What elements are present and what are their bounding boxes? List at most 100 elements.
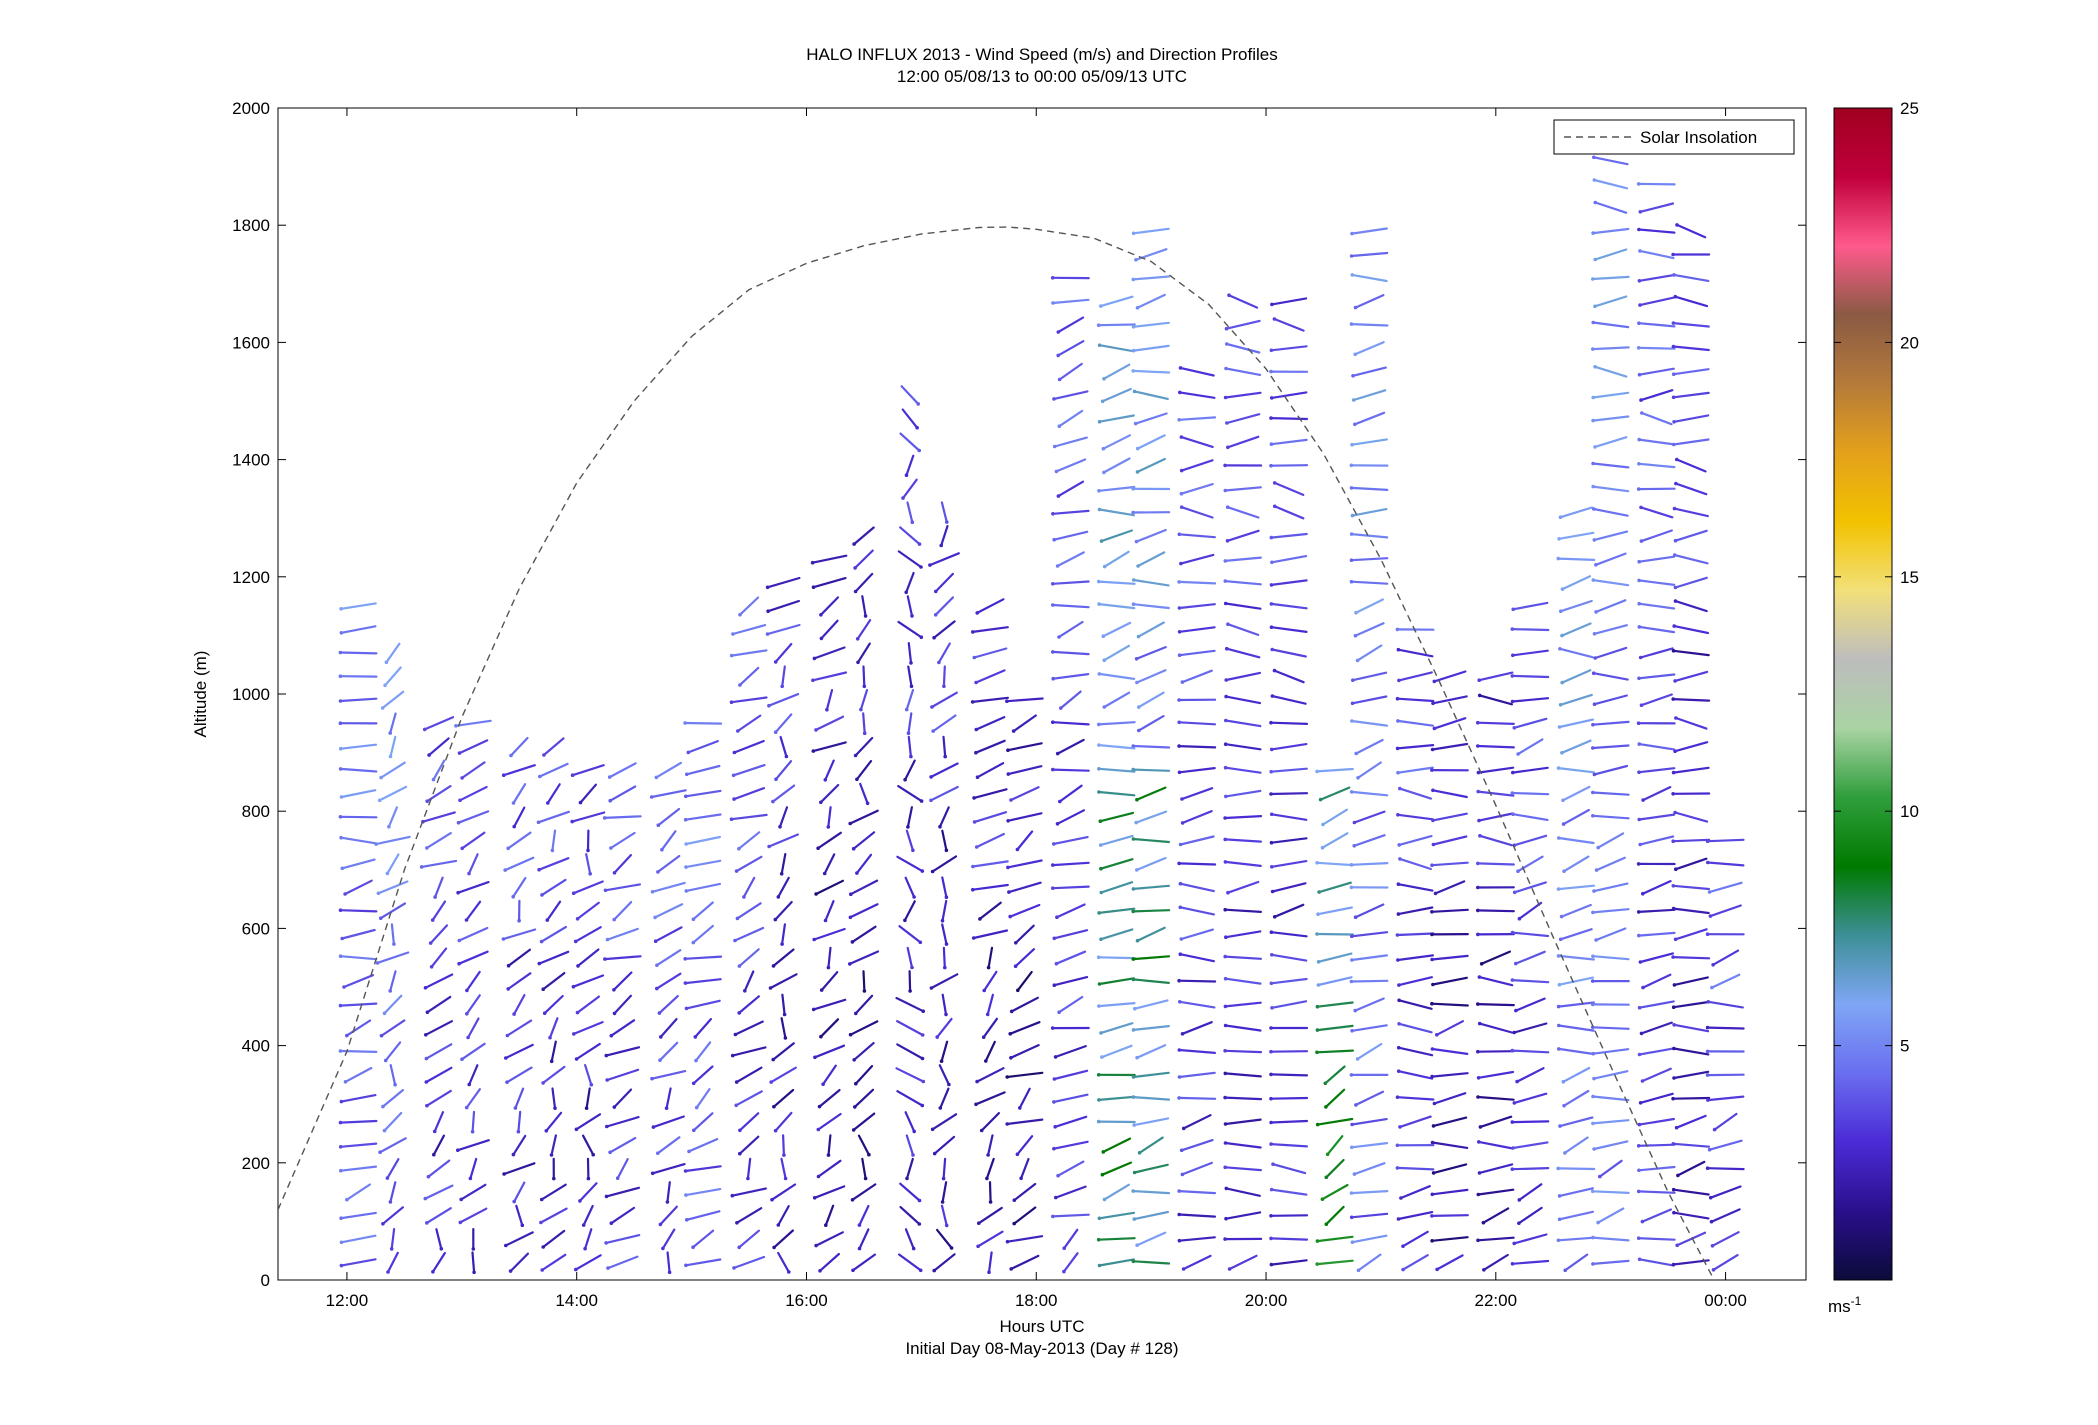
- wind-vector: [1132, 1071, 1170, 1079]
- wind-vector-head: [1557, 1217, 1562, 1222]
- wind-vector: [1430, 861, 1469, 867]
- wind-vector-head: [1397, 998, 1401, 1003]
- wind-vector-head: [776, 895, 781, 899]
- wind-vector-head: [1637, 625, 1642, 629]
- wind-vector-head: [1269, 416, 1273, 420]
- wind-vector: [1223, 1096, 1263, 1101]
- wind-vector: [431, 900, 447, 922]
- wind-vector: [971, 883, 1009, 891]
- wind-vector-head: [1672, 506, 1677, 511]
- wind-vector-head: [1270, 1006, 1274, 1010]
- wind-vector: [904, 1228, 915, 1250]
- wind-vector: [512, 783, 527, 805]
- wind-vector: [985, 1157, 995, 1180]
- wind-vector-head: [822, 871, 827, 876]
- wind-vector: [1224, 743, 1262, 751]
- wind-vector: [976, 598, 1005, 615]
- wind-vector-head: [855, 777, 859, 782]
- wind-vector: [1051, 298, 1090, 305]
- wind-vector: [1641, 879, 1672, 895]
- wind-vector-head: [1396, 958, 1400, 962]
- wind-vector-head: [1640, 411, 1644, 415]
- wind-vector-head: [608, 798, 612, 803]
- wind-vector-head: [1556, 556, 1561, 561]
- wind-vector-head: [1102, 376, 1106, 381]
- wind-vector: [1671, 955, 1711, 960]
- wind-vector: [383, 1111, 403, 1132]
- wind-vector: [1511, 1049, 1550, 1054]
- y-tick-label: 1400: [232, 451, 270, 470]
- wind-vector-head: [581, 1223, 586, 1227]
- wind-vector: [1514, 950, 1546, 965]
- wind-vector: [1350, 227, 1388, 235]
- wind-vector: [687, 1137, 719, 1153]
- wind-vector-head: [338, 815, 343, 819]
- wind-vector-head: [863, 614, 868, 618]
- wind-vector: [1637, 346, 1676, 350]
- wind-vector: [465, 994, 481, 1015]
- wind-vector-head: [1052, 1146, 1056, 1151]
- wind-vector: [458, 950, 489, 965]
- wind-vector-head: [693, 1035, 698, 1039]
- wind-vector: [1098, 1211, 1136, 1220]
- wind-vector: [1478, 1022, 1514, 1034]
- wind-profile: [1096, 295, 1136, 1268]
- wind-vector-head: [691, 1081, 696, 1086]
- wind-vector: [541, 1065, 566, 1085]
- wind-vector-head: [940, 918, 945, 923]
- wind-vector: [1136, 926, 1166, 942]
- wind-vector-head: [901, 496, 905, 500]
- wind-vector: [738, 1229, 761, 1249]
- wind-vector-head: [1706, 1000, 1711, 1004]
- wind-vector: [1672, 766, 1710, 774]
- wind-vector: [1057, 620, 1084, 639]
- wind-vector-head: [539, 1220, 543, 1225]
- wind-vector: [1431, 812, 1468, 822]
- wind-vector-head: [1517, 1198, 1522, 1202]
- wind-vector-head: [1349, 254, 1354, 258]
- wind-vector: [428, 737, 450, 757]
- wind-vector-head: [911, 848, 915, 853]
- wind-vector-head: [1051, 301, 1055, 305]
- wind-vector-head: [1476, 1238, 1480, 1243]
- wind-vector: [1592, 1070, 1629, 1080]
- wind-vector-head: [1355, 1057, 1360, 1061]
- wind-vector-head: [425, 846, 429, 850]
- wind-vector: [468, 1064, 479, 1086]
- wind-vector: [1353, 810, 1386, 824]
- wind-vector: [1674, 529, 1708, 542]
- wind-vector-head: [1476, 908, 1480, 913]
- wind-vector: [940, 1040, 949, 1063]
- wind-vector-head: [1636, 487, 1641, 491]
- wind-vector-head: [1637, 817, 1641, 822]
- wind-vector-head: [655, 963, 659, 967]
- wind-vector-head: [1269, 1142, 1273, 1146]
- wind-vector: [1057, 316, 1085, 334]
- wind-vector: [1671, 1096, 1711, 1100]
- wind-vector: [1433, 1092, 1467, 1105]
- wind-vector-head: [917, 1222, 922, 1226]
- wind-vector-head: [1591, 910, 1595, 915]
- wind-vector: [1639, 389, 1674, 402]
- wind-vector: [861, 595, 867, 618]
- wind-vector-head: [1177, 698, 1181, 702]
- wind-vector: [1397, 906, 1434, 916]
- wind-vector: [545, 1111, 563, 1132]
- wind-vector: [1351, 366, 1387, 377]
- wind-vector-head: [1637, 676, 1641, 681]
- wind-vector: [548, 1017, 559, 1039]
- wind-vector-head: [930, 705, 934, 709]
- wind-vector-head: [920, 1103, 925, 1108]
- wind-vector: [772, 1042, 795, 1061]
- wind-vector: [692, 1065, 714, 1085]
- y-axis-label: Altitude (m): [191, 651, 210, 738]
- wind-vector-head: [1315, 1122, 1320, 1127]
- wind-profile: [1269, 297, 1309, 1267]
- wind-vector-head: [1178, 952, 1183, 956]
- wind-vector: [816, 831, 842, 850]
- wind-vector: [1674, 928, 1708, 941]
- wind-vector-head: [1476, 885, 1480, 890]
- wind-vector: [1224, 908, 1263, 914]
- wind-vector-head: [974, 1102, 978, 1107]
- wind-vector: [1224, 1072, 1262, 1078]
